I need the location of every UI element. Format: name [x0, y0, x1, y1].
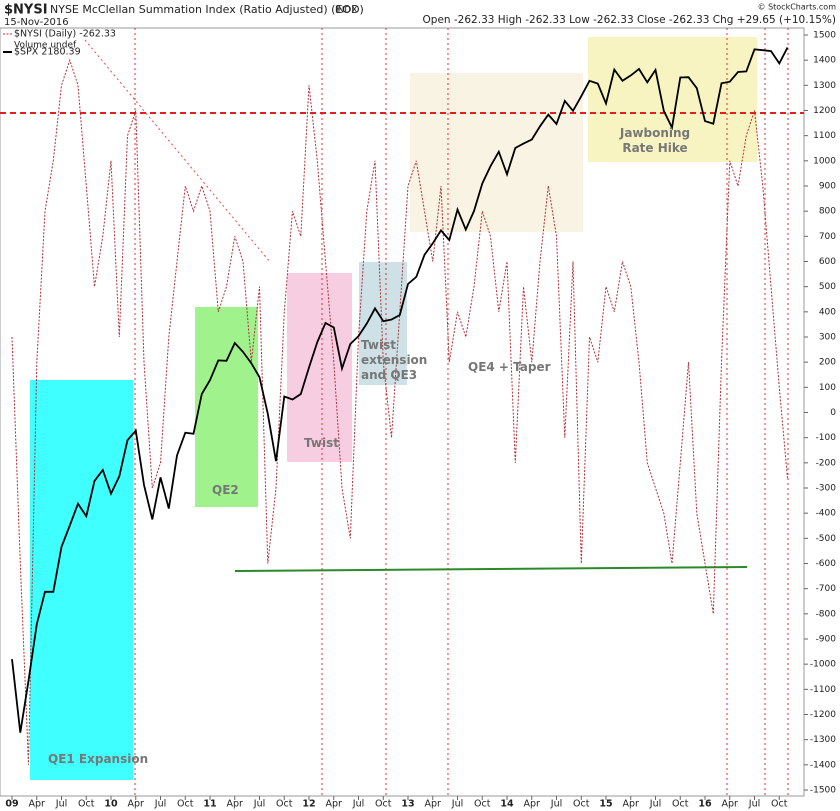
support-line [234, 566, 748, 572]
event-lines [134, 28, 789, 796]
x-tick-label: Apr [128, 799, 145, 810]
y-tick-label: -1400 [810, 760, 836, 770]
y-tick-label: -400 [816, 509, 837, 519]
legend-label: $NYSI (Daily) -262.33 [14, 29, 116, 40]
x-tick-label: Apr [425, 799, 442, 810]
region [30, 380, 133, 780]
x-tick-label: Jul [352, 799, 364, 810]
legend-note: Volume undef [14, 41, 77, 51]
y-tick-label: -300 [816, 484, 837, 494]
trend-line [84, 39, 271, 263]
date: 15-Nov-2016 [4, 17, 69, 28]
y-tick-label: -1100 [810, 685, 836, 695]
annotation: Twist extension and QE3 [361, 338, 428, 382]
x-tick-label: 13 [401, 799, 414, 810]
y-tick-label: 900 [819, 182, 836, 192]
annotation: Twist [304, 436, 339, 450]
y-tick-label: 0 [830, 408, 836, 418]
series-line [11, 58, 788, 765]
y-tick-label: 1200 [813, 106, 836, 116]
exchange: INDX [335, 6, 357, 16]
y-tick-label: -900 [816, 635, 837, 645]
x-tick-label: Jul [451, 799, 463, 810]
y-tick-label: 1400 [813, 56, 836, 66]
x-tick-label: Oct [771, 799, 788, 810]
x-tick-label: Apr [722, 799, 739, 810]
x-tick-label: 15 [599, 799, 612, 810]
x-tick-label: Oct [474, 799, 491, 810]
x-tick-label: Oct [276, 799, 293, 810]
x-tick-label: 11 [203, 799, 216, 810]
x-tick-label: Oct [375, 799, 392, 810]
credit: © StockCharts.com [758, 3, 837, 12]
region [588, 37, 757, 162]
y-tick-label: 1300 [813, 81, 836, 91]
y-tick-label: -1200 [810, 710, 836, 720]
x-tick-label: Oct [78, 799, 95, 810]
x-tick-label: Jul [154, 799, 166, 810]
annotation: QE4 + Taper [468, 360, 551, 374]
y-tick-label: -1000 [810, 660, 836, 670]
y-tick-label: -1300 [810, 735, 836, 745]
y-tick-label: -500 [816, 534, 837, 544]
x-tick-label: Jul [748, 799, 760, 810]
x-tick-label: 12 [302, 799, 315, 810]
annotation: QE2 [212, 483, 239, 497]
x-tick-label: Apr [623, 799, 640, 810]
y-tick-label: 800 [819, 207, 836, 217]
x-tick-label: Apr [524, 799, 541, 810]
x-tick-label: 10 [104, 799, 118, 810]
x-tick-label: 14 [500, 799, 514, 810]
series-layer [11, 47, 789, 765]
y-tick-label: -1500 [810, 786, 836, 796]
x-tick-label: Apr [326, 799, 343, 810]
y-tick-label: 400 [819, 307, 836, 317]
y-tick-label: 100 [819, 383, 836, 393]
x-tick-label: Jul [55, 799, 67, 810]
y-tick-label: -200 [816, 458, 837, 468]
y-tick-label: 700 [819, 232, 836, 242]
legend-label: $SPX 2180.39 [14, 47, 81, 58]
chart-title: NYSE McClellan Summation Index (Ratio Ad… [50, 3, 364, 16]
x-tick-label: Jul [253, 799, 265, 810]
y-tick-label: -100 [816, 433, 837, 443]
region [195, 307, 258, 507]
y-tick-label: 600 [819, 257, 836, 267]
annotation: QE1 Expansion [48, 752, 149, 766]
y-tick-label: -600 [816, 559, 837, 569]
y-tick-label: 1500 [813, 31, 836, 41]
y-tick-label: 1000 [813, 156, 836, 166]
x-tick-label: Apr [29, 799, 46, 810]
x-tick-label: Jul [550, 799, 562, 810]
series-line [11, 47, 789, 733]
x-tick-label: Oct [672, 799, 689, 810]
x-tick-label: Oct [573, 799, 590, 810]
y-tick-label: 300 [819, 333, 836, 343]
annotation: Jawboning Rate Hike [619, 126, 691, 155]
quote: Open -262.33 High -262.33 Low -262.33 Cl… [423, 14, 836, 26]
x-tick-label: 16 [698, 799, 712, 810]
y-tick-label: 1100 [813, 131, 836, 141]
x-tick-label: 09 [5, 799, 18, 810]
y-tick-label: 200 [819, 358, 836, 368]
x-tick-label: Apr [227, 799, 244, 810]
region [410, 73, 583, 232]
x-tick-label: Oct [177, 799, 194, 810]
x-tick-label: Jul [649, 799, 661, 810]
y-tick-label: -700 [816, 584, 837, 594]
symbol: $NYSI [4, 3, 48, 18]
y-tick-label: 500 [819, 282, 836, 292]
y-tick-label: -800 [816, 609, 837, 619]
